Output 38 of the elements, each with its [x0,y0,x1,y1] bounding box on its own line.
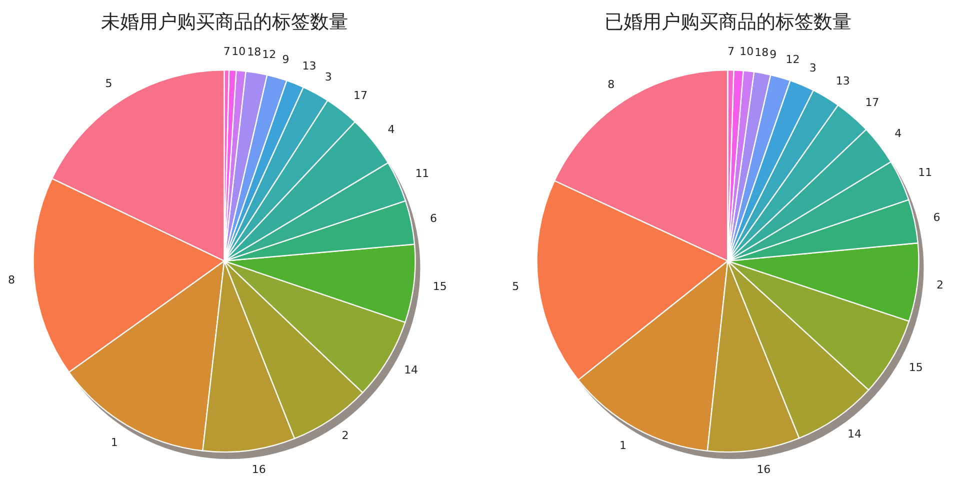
slice-label: 7 [728,44,735,58]
slice-label: 5 [512,280,520,293]
slice-label: 3 [324,70,332,84]
slice-label: 17 [865,96,880,109]
chart-title: 已婚用户购买商品的标签数量 [604,11,852,33]
slice-label: 15 [908,361,923,374]
slice-label: 12 [262,48,276,61]
slice-label: 7 [223,44,230,58]
slice-label: 6 [933,210,940,224]
slice-label: 1 [620,438,627,452]
slice-label: 11 [415,167,430,180]
slice-label: 14 [404,364,418,376]
slice-label: 18 [247,46,262,59]
slice-label: 4 [388,122,395,136]
slice-label: 1 [110,436,118,450]
slice-label: 3 [809,61,816,74]
slice-label: 11 [918,166,932,179]
slice-label: 6 [430,212,437,226]
slice-label: 8 [608,78,615,91]
slice-label: 15 [432,280,447,293]
slice-label: 16 [756,462,771,476]
slice-label: 13 [302,60,316,73]
slice-label: 9 [770,48,777,62]
slice-label: 17 [354,89,368,102]
slice-label: 9 [282,52,290,66]
slice-label: 14 [847,428,862,440]
slice-label: 2 [342,428,349,442]
slice-label: 10 [740,45,754,58]
slice-label: 5 [105,77,112,90]
slice-label: 2 [936,278,944,292]
chart-title: 未婚用户购买商品的标签数量 [100,11,348,33]
slice-label: 18 [754,46,769,60]
slice-label: 16 [252,463,266,476]
slice-label: 13 [836,74,850,88]
slice-label: 12 [786,52,800,66]
slice-label: 8 [8,273,15,286]
slice-label: 4 [894,127,902,140]
slice-label: 10 [232,44,246,58]
